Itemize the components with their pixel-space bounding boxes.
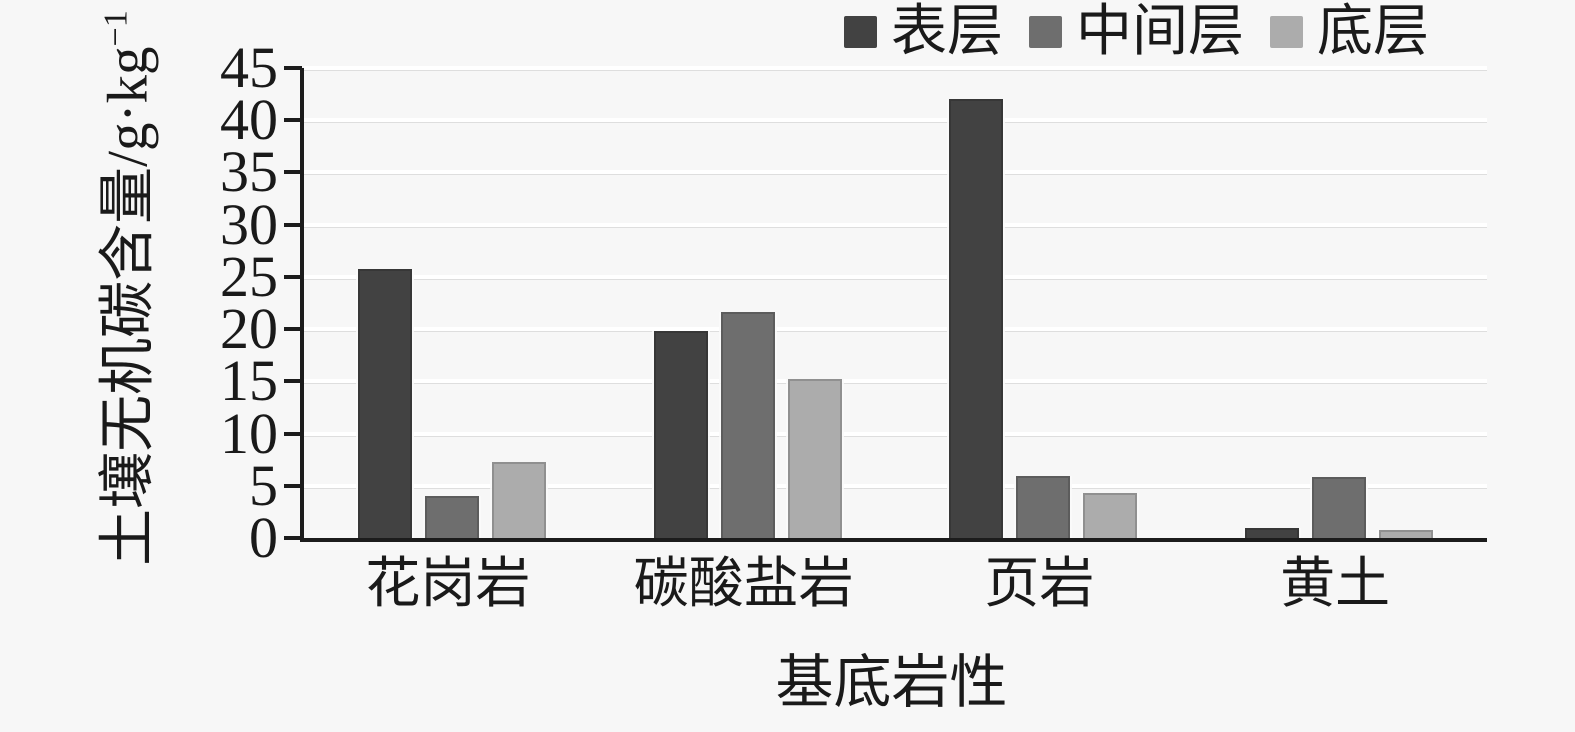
y-gridline [304, 274, 1487, 280]
y-gridline [304, 66, 1487, 71]
y-axis-tick [284, 170, 302, 175]
bar [787, 379, 842, 538]
bar [720, 312, 775, 538]
x-axis-title: 基底岩性 [775, 650, 1008, 715]
y-gridline [304, 379, 1487, 385]
y-gridline [304, 327, 1487, 333]
y-axis-tick [284, 274, 302, 279]
y-axis-tick [284, 379, 302, 384]
y-gridline [304, 431, 1487, 437]
y-axis-tick [284, 431, 302, 436]
y-axis-tick-label: 35 [220, 139, 278, 205]
y-axis-tick [284, 118, 302, 123]
y-axis-tick [284, 327, 302, 332]
bar [1312, 477, 1367, 538]
y-axis-tick [284, 536, 302, 540]
y-axis-tick-label: 0 [249, 505, 278, 570]
y-axis-tick [284, 66, 302, 70]
legend-swatch-icon [844, 16, 877, 48]
x-category-label: 黄土 [1280, 553, 1391, 614]
y-axis-tick [284, 483, 302, 488]
legend-label: 中间层 [1076, 1, 1244, 63]
y-gridline [304, 170, 1487, 176]
legend-label: 底层 [1317, 1, 1429, 63]
bar [491, 461, 546, 538]
y-axis-tick-label: 40 [220, 87, 278, 153]
y-axis-tick-label: 25 [220, 243, 278, 309]
y-gridline [304, 222, 1487, 228]
y-axis-title-text: 土壤无机碳含量/g·kg [96, 46, 160, 566]
legend-item: 表层 [844, 4, 1003, 60]
legend-swatch-icon [1029, 16, 1062, 48]
y-axis-tick-label: 5 [249, 452, 278, 518]
bar [357, 268, 412, 538]
legend-item: 中间层 [1029, 4, 1244, 60]
bar [1083, 493, 1138, 538]
y-axis-tick-label: 15 [220, 348, 278, 414]
x-category-label: 花岗岩 [365, 553, 531, 614]
bar [1016, 476, 1071, 538]
y-gridline [304, 483, 1487, 489]
y-axis-tick [284, 222, 302, 227]
y-axis-title-superscript: −1 [97, 10, 135, 47]
x-category-label: 碳酸盐岩 [633, 553, 854, 614]
bar [1379, 529, 1434, 538]
x-category-label: 页岩 [984, 553, 1095, 614]
bar [1245, 527, 1300, 538]
bar [424, 496, 479, 538]
y-axis-tick-label: 30 [220, 191, 278, 257]
legend: 表层 中间层 底层 [844, 4, 1429, 60]
bar [653, 331, 708, 538]
y-gridline [304, 118, 1487, 124]
y-axis-tick-label: 10 [220, 400, 278, 466]
y-axis-tick-label: 20 [220, 296, 278, 362]
plot-area: 0 5 10 15 20 25 30 35 40 45 [220, 39, 1487, 567]
legend-swatch-icon [1270, 16, 1303, 48]
bar [949, 99, 1004, 538]
legend-label: 表层 [891, 1, 1003, 63]
legend-item: 底层 [1270, 4, 1429, 60]
y-axis-tick-label: 45 [220, 35, 278, 100]
y-axis-title: 土壤无机碳含量/g·kg−1 [96, 10, 160, 566]
